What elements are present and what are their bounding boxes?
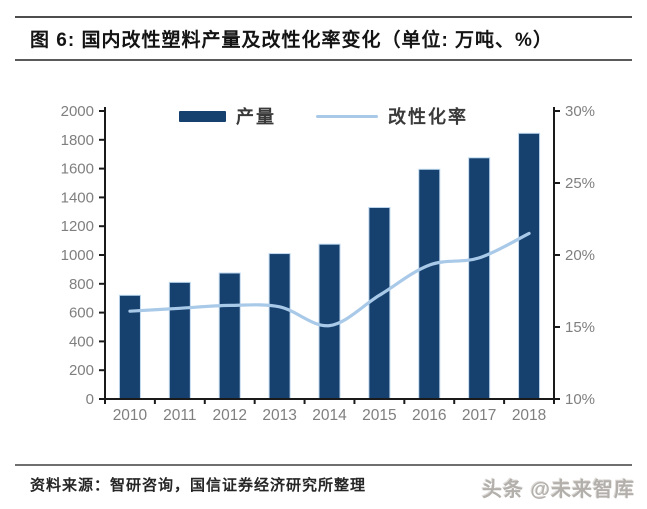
watermark: 头条 @未来智库 [481,479,635,501]
left-axis-tick-label: 1400 [61,189,94,206]
right-axis-tick-label: 10% [565,391,595,408]
production-bar-2014 [318,243,341,400]
right-axis-tick-label: 20% [565,247,595,264]
production-bar-2016 [418,168,441,400]
production-bar-2011 [168,281,191,400]
x-axis-label-2015: 2015 [362,407,396,424]
production-bar-2017 [468,157,491,400]
left-axis-tick-label: 1600 [61,161,94,178]
left-axis-tick-label: 800 [69,276,94,293]
x-axis-label-2017: 2017 [462,407,496,424]
left-axis-tick-label: 600 [69,305,94,322]
left-axis-tick-label: 2000 [61,103,94,120]
x-axis-label-2014: 2014 [312,407,347,424]
top-rule [15,16,632,18]
right-axis-tick-label: 25% [565,175,595,192]
x-axis-label-2013: 2013 [262,407,296,424]
legend: 产量 改性化率 [0,103,647,129]
line-swatch-icon [316,114,378,118]
legend-label-production: 产量 [236,107,276,127]
legend-label-rate: 改性化率 [388,107,468,127]
title-divider-rule [15,59,632,61]
left-axis-tick-label: 400 [69,333,94,350]
left-axis-tick-label: 1800 [61,132,94,149]
legend-item-rate: 改性化率 [316,103,468,129]
production-bar-2015 [368,206,391,400]
chart-title: 图 6: 国内改性塑料产量及改性化率变化（单位: 万吨、%） [30,30,553,51]
legend-item-production: 产量 [179,103,276,129]
left-axis-tick-label: 200 [69,362,94,379]
production-bar-2013 [268,253,291,400]
left-axis-tick-label: 1200 [61,218,94,235]
x-axis-label-2012: 2012 [212,407,246,424]
right-axis-tick-label: 30% [565,103,595,120]
source-note: 资料来源：智研咨询，国信证券经济研究所整理 [30,477,367,494]
x-axis-label-2016: 2016 [412,407,446,424]
rate-line [128,231,531,328]
bottom-rule [15,464,632,466]
production-bar-2018 [518,132,541,400]
production-bar-2012 [218,272,241,400]
left-axis-tick-label: 1000 [61,247,94,264]
x-axis-label-2018: 2018 [512,407,546,424]
right-axis-tick-label: 15% [565,319,595,336]
x-axis-label-2011: 2011 [163,407,196,424]
bar-swatch-icon [179,110,226,122]
left-axis-tick-label: 0 [86,391,94,408]
x-axis-label-2010: 2010 [113,407,148,424]
